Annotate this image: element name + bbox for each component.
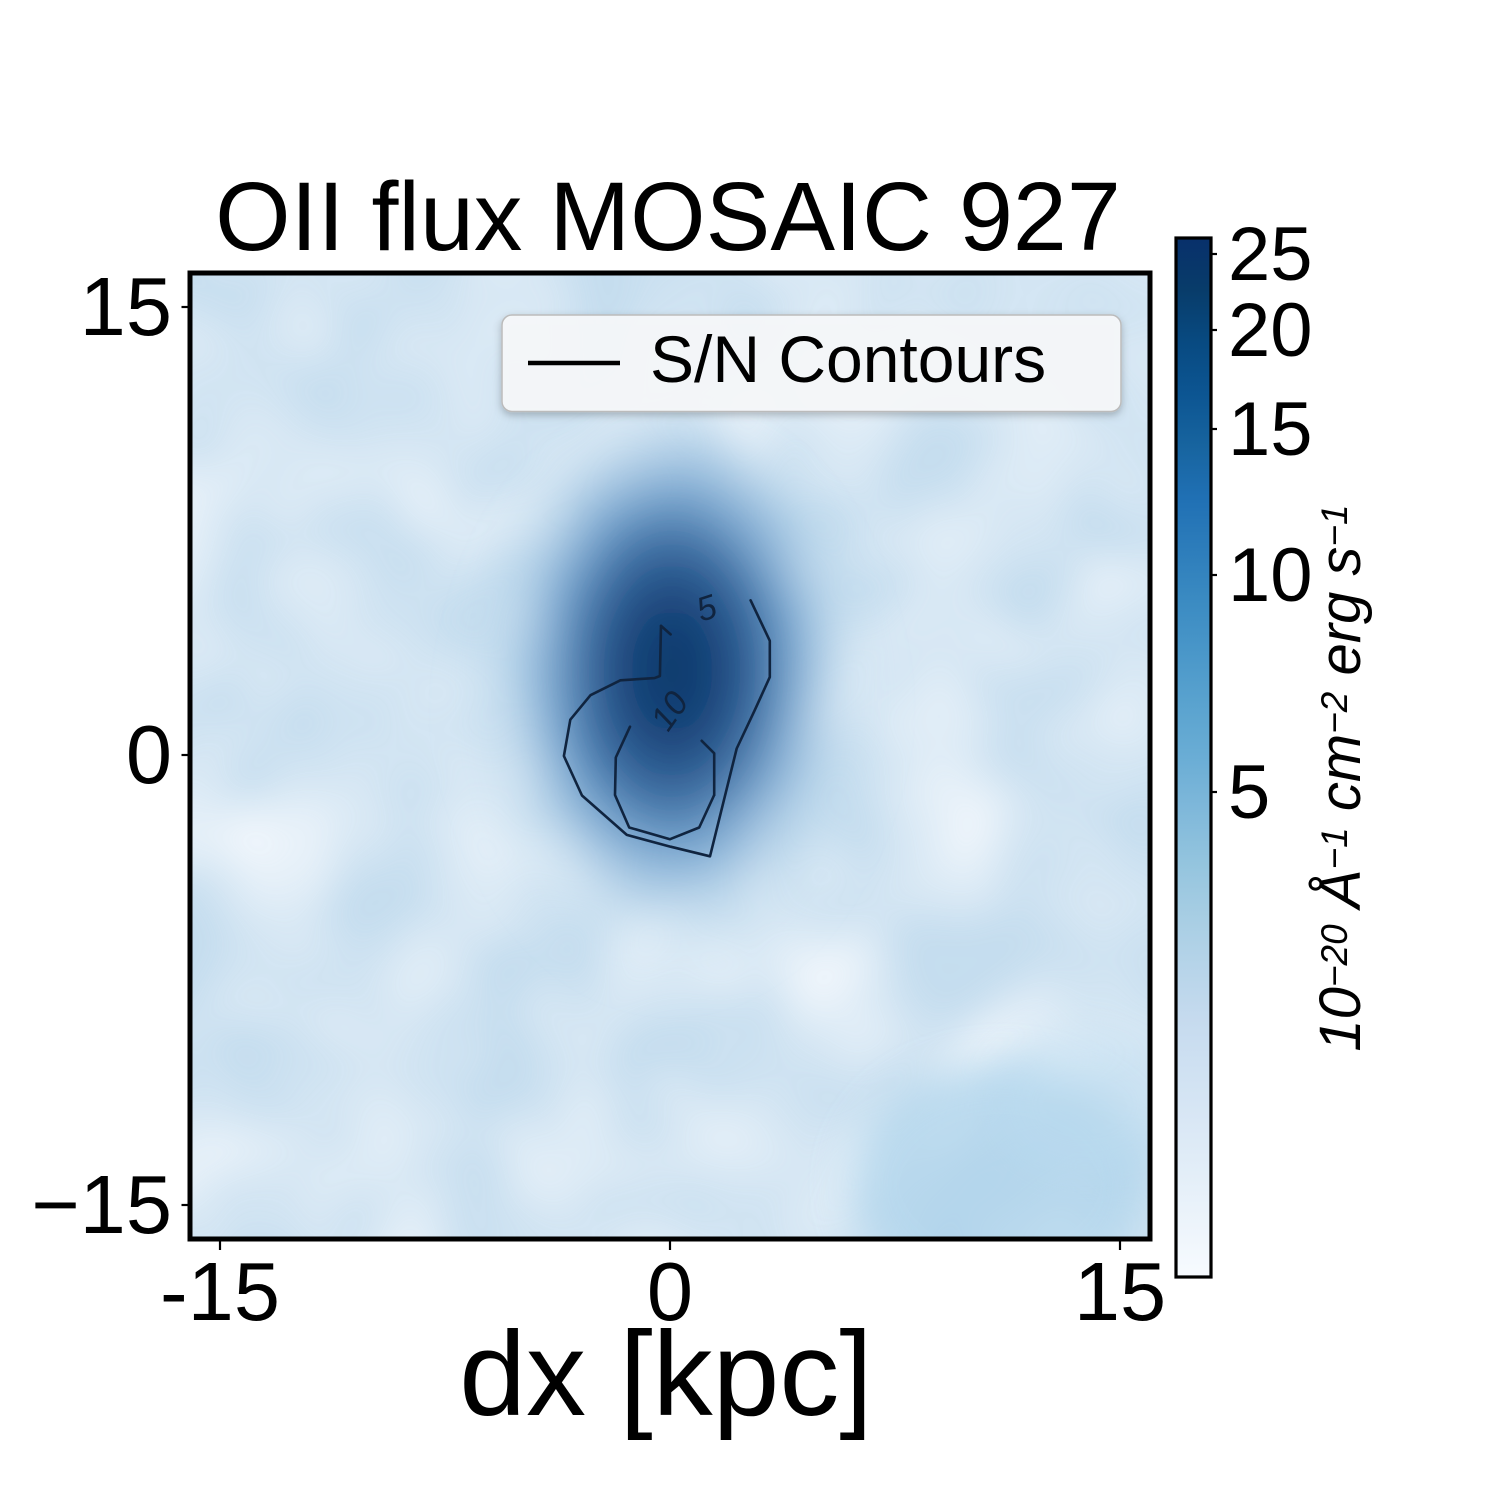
svg-text:20: 20 bbox=[1228, 288, 1313, 373]
svg-text:10: 10 bbox=[1228, 533, 1313, 618]
svg-text:−15: −15 bbox=[31, 1158, 172, 1251]
svg-text:25: 25 bbox=[1228, 212, 1313, 297]
svg-text:15: 15 bbox=[1074, 1245, 1166, 1338]
svg-text:OII flux MOSAIC 927: OII flux MOSAIC 927 bbox=[215, 162, 1121, 271]
svg-text:5: 5 bbox=[1228, 750, 1270, 835]
svg-text:15: 15 bbox=[80, 260, 172, 353]
svg-text:-15: -15 bbox=[160, 1245, 280, 1338]
svg-text:dx [kpc]: dx [kpc] bbox=[459, 1307, 873, 1441]
svg-text:S/N Contours: S/N Contours bbox=[650, 322, 1046, 396]
svg-text:15: 15 bbox=[1228, 387, 1313, 472]
svg-text:0: 0 bbox=[126, 708, 172, 801]
